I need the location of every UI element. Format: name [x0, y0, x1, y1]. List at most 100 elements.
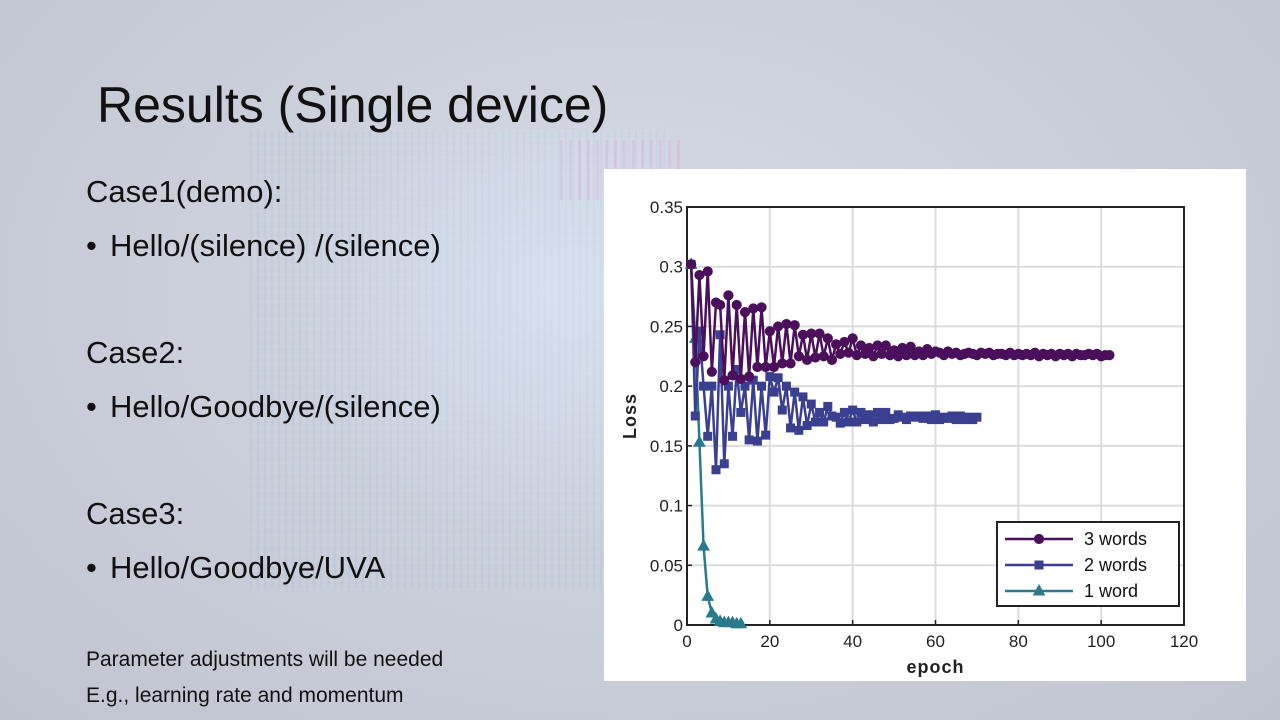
- data-point-3-words: [723, 290, 734, 301]
- data-point-2-words: [757, 381, 767, 391]
- data-point-2-words: [690, 411, 700, 421]
- data-point-3-words: [698, 351, 709, 362]
- data-point-2-words: [761, 430, 771, 440]
- data-point-2-words: [972, 412, 982, 422]
- case-bullet-text: Hello/Goodbye/UVA: [110, 550, 386, 585]
- data-point-3-words: [797, 329, 809, 340]
- data-point-3-words: [785, 358, 796, 369]
- data-point-3-words: [715, 299, 726, 311]
- slide-title: Results (Single device): [97, 77, 609, 133]
- data-point-3-words: [814, 328, 825, 339]
- data-point-3-words: [826, 354, 838, 365]
- note-line: Parameter adjustments will be needed: [86, 648, 444, 671]
- case-2: Case2: • Hello/Goodbye/(silence): [86, 331, 586, 429]
- data-point-3-words: [905, 341, 916, 352]
- case-list: Case1(demo): • Hello/(silence) /(silence)…: [86, 170, 586, 590]
- data-point-1-word: [697, 539, 710, 551]
- data-point-3-words: [810, 352, 821, 363]
- data-point-3-words: [818, 351, 829, 362]
- data-point-3-words: [822, 333, 833, 344]
- legend-label-1-word: 1 word: [1084, 581, 1138, 601]
- data-point-2-words: [835, 418, 845, 428]
- loss-chart: 0 20 40 60 80 100 120 0 0.05 0.1 0.15 0.2 0.25 0.3 0.3…: [620, 198, 1198, 677]
- data-point-2-words: [715, 330, 725, 340]
- data-point-3-words: [727, 370, 738, 381]
- data-point-2-words: [744, 435, 754, 445]
- series-line-3-words: [689, 264, 1110, 381]
- case-bullet-text: Hello/Goodbye/(silence): [110, 389, 441, 424]
- data-point-3-words: [768, 361, 780, 373]
- notes: Parameter adjustments will be needed E.g…: [86, 642, 443, 714]
- note-line: E.g., learning rate and momentum: [86, 684, 404, 707]
- data-point-3-words: [690, 357, 701, 368]
- y-axis-label: Loss: [620, 393, 640, 439]
- y-tick-label: 0.15: [650, 437, 683, 456]
- data-point-2-words: [736, 407, 746, 417]
- data-point-2-words: [815, 407, 825, 417]
- data-point-1-word: [734, 616, 748, 629]
- data-point-3-words: [739, 306, 751, 318]
- data-point-2-words: [769, 387, 779, 397]
- legend-label-3-words: 3 words: [1084, 529, 1147, 549]
- data-point-3-words: [831, 339, 842, 350]
- y-tick-label: 0.25: [650, 317, 683, 336]
- data-point-2-words: [719, 459, 729, 469]
- bullet-marker: •: [86, 550, 97, 585]
- data-point-2-words: [765, 372, 775, 382]
- data-point-2-words: [798, 392, 808, 402]
- data-point-3-words: [773, 321, 784, 332]
- data-point-2-words: [786, 423, 796, 433]
- data-point-3-words: [855, 340, 867, 351]
- data-point-3-words: [835, 348, 846, 359]
- data-point-2-words: [868, 417, 878, 427]
- y-tick-label: 0.3: [659, 258, 683, 277]
- x-tick-label: 40: [843, 632, 862, 651]
- data-point-3-words: [843, 347, 854, 358]
- data-point-2-words: [790, 387, 800, 397]
- data-point-3-words: [880, 340, 891, 351]
- data-point-3-words: [764, 326, 775, 337]
- data-point-3-words: [744, 371, 755, 382]
- data-point-2-words: [823, 401, 833, 411]
- data-point-3-words: [864, 342, 875, 354]
- data-point-3-words: [694, 269, 705, 281]
- data-point-2-words: [777, 405, 787, 415]
- data-point-2-words: [752, 436, 762, 446]
- x-tick-label: 100: [1087, 632, 1115, 651]
- bullet-marker: •: [86, 389, 97, 424]
- case-heading: Case3:: [86, 496, 185, 531]
- data-point-3-words: [876, 348, 887, 359]
- data-point-3-words: [851, 349, 862, 361]
- case-heading: Case2:: [86, 335, 185, 370]
- legend-label-2-words: 2 words: [1084, 555, 1147, 575]
- y-tick-label: 0.2: [659, 377, 683, 396]
- legend-marker-2-words: [1034, 560, 1044, 570]
- data-point-3-words: [686, 259, 697, 270]
- data-point-2-words: [728, 431, 738, 441]
- data-point-2-words: [773, 373, 783, 383]
- legend-marker-1-word: [1032, 583, 1046, 596]
- data-point-2-words: [819, 417, 829, 427]
- x-tick-label: 20: [760, 632, 779, 651]
- data-point-3-words: [719, 375, 730, 386]
- x-tick-label: 60: [926, 632, 945, 651]
- data-point-3-words: [735, 373, 746, 385]
- y-tick-label: 0.05: [650, 556, 683, 575]
- data-point-3-words: [839, 336, 850, 348]
- data-point-3-words: [756, 302, 767, 313]
- y-tick-label: 0: [674, 616, 683, 635]
- case-bullet-item: • Hello/Goodbye/UVA: [86, 546, 586, 590]
- data-point-3-words: [847, 333, 858, 344]
- data-point-2-words: [810, 417, 820, 427]
- data-point-3-words: [793, 351, 804, 362]
- data-point-2-words: [703, 431, 713, 441]
- data-point-2-words: [781, 381, 791, 391]
- data-point-3-words: [802, 354, 813, 365]
- data-point-2-words: [794, 425, 804, 435]
- data-point-3-words: [702, 266, 713, 277]
- x-tick-label: 80: [1009, 632, 1028, 651]
- data-point-3-words: [731, 299, 742, 311]
- data-point-3-words: [893, 351, 904, 362]
- case-heading: Case1(demo):: [86, 174, 283, 209]
- data-point-2-words: [839, 407, 849, 417]
